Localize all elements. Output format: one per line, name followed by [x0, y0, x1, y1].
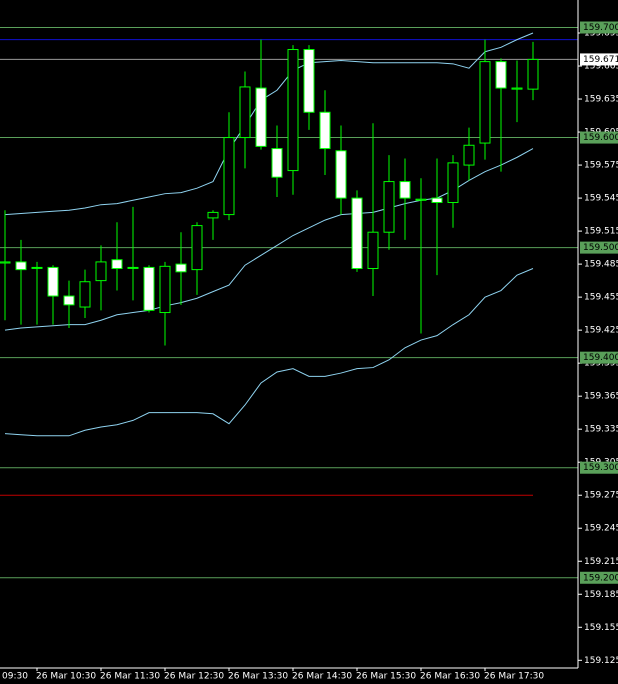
y-tick-label: 159.185	[584, 590, 618, 600]
x-tick-label: 26 Mar 11:30	[100, 672, 160, 682]
level-label-box	[580, 351, 618, 364]
candle-body	[159, 265, 171, 314]
y-tick-label: 159.455	[584, 293, 618, 303]
candle-body	[111, 259, 123, 270]
level-label: 159.400	[583, 353, 618, 363]
y-tick-label: 159.155	[584, 623, 618, 633]
candle-body	[0, 261, 11, 264]
candle-body	[367, 231, 379, 270]
x-tick-label: 26 Mar 15:30	[356, 672, 416, 682]
candle-body	[479, 61, 491, 144]
y-tick-label: 159.365	[584, 392, 618, 402]
candle-body	[207, 211, 219, 219]
candle-body	[191, 225, 203, 271]
level-label: 159.300	[583, 463, 618, 473]
level-label-box	[580, 21, 618, 34]
candle-body	[79, 281, 91, 308]
level-label: 159.671	[583, 55, 618, 65]
y-tick-label: 159.125	[584, 656, 618, 666]
candle-body	[31, 266, 43, 269]
level-label-box	[580, 131, 618, 144]
x-tick-label: 26 Mar 14:30	[292, 672, 352, 682]
candle-body	[95, 261, 107, 282]
y-tick-label: 159.575	[584, 161, 618, 171]
candle-body	[495, 61, 507, 89]
y-tick-label: 159.275	[584, 491, 618, 501]
y-tick-label: 159.425	[584, 326, 618, 336]
candle-body	[511, 87, 523, 90]
y-tick-label: 159.485	[584, 260, 618, 270]
level-label-box	[580, 461, 618, 474]
y-tick-label: 159.335	[584, 425, 618, 435]
candle-body	[399, 181, 411, 199]
level-label-box	[580, 571, 618, 584]
candle-body	[127, 266, 139, 269]
x-tick-label: 26 Mar 16:30	[420, 672, 480, 682]
candle-body	[63, 295, 75, 306]
candle-body	[335, 150, 347, 199]
x-tick-label: 26 Mar 13:30	[228, 672, 288, 682]
candle-body	[143, 266, 155, 311]
x-tick-label: 26 Mar 17:30	[484, 672, 544, 682]
candle-body	[271, 148, 283, 178]
band-line	[4, 268, 534, 437]
x-tick-label: 09:30	[2, 672, 28, 682]
level-label: 159.200	[583, 573, 618, 583]
band-line	[4, 32, 534, 216]
y-tick-label: 159.215	[584, 557, 618, 567]
candle-body	[447, 162, 459, 203]
x-tick-label: 26 Mar 12:30	[164, 672, 224, 682]
y-tick-label: 159.665	[584, 62, 618, 72]
candle-body	[463, 144, 475, 166]
band-line	[4, 148, 534, 331]
candle-body	[431, 197, 443, 203]
y-tick-label: 159.245	[584, 524, 618, 534]
level-label-box	[580, 53, 618, 66]
candle-body	[303, 49, 315, 113]
candle-body	[415, 198, 427, 201]
y-tick-label: 159.515	[584, 227, 618, 237]
candle-body	[15, 261, 27, 271]
x-tick-label: 26 Mar 10:30	[36, 672, 96, 682]
candle-body	[255, 87, 267, 147]
level-label: 159.500	[583, 243, 618, 253]
candle-body	[47, 266, 59, 297]
level-label-box	[580, 241, 618, 254]
candle-body	[287, 49, 299, 172]
candle-body	[351, 197, 363, 270]
y-tick-label: 159.695	[584, 29, 618, 39]
candle-body	[223, 137, 235, 216]
candle-body	[527, 58, 539, 90]
candle-body	[239, 86, 251, 139]
y-tick-label: 159.635	[584, 95, 618, 105]
candle-body	[383, 181, 395, 233]
y-tick-label: 159.395	[584, 359, 618, 369]
candle-body	[175, 263, 187, 273]
candle-body	[319, 111, 331, 150]
level-label: 159.600	[583, 133, 618, 143]
y-tick-label: 159.545	[584, 194, 618, 204]
level-label: 159.700	[583, 23, 618, 33]
